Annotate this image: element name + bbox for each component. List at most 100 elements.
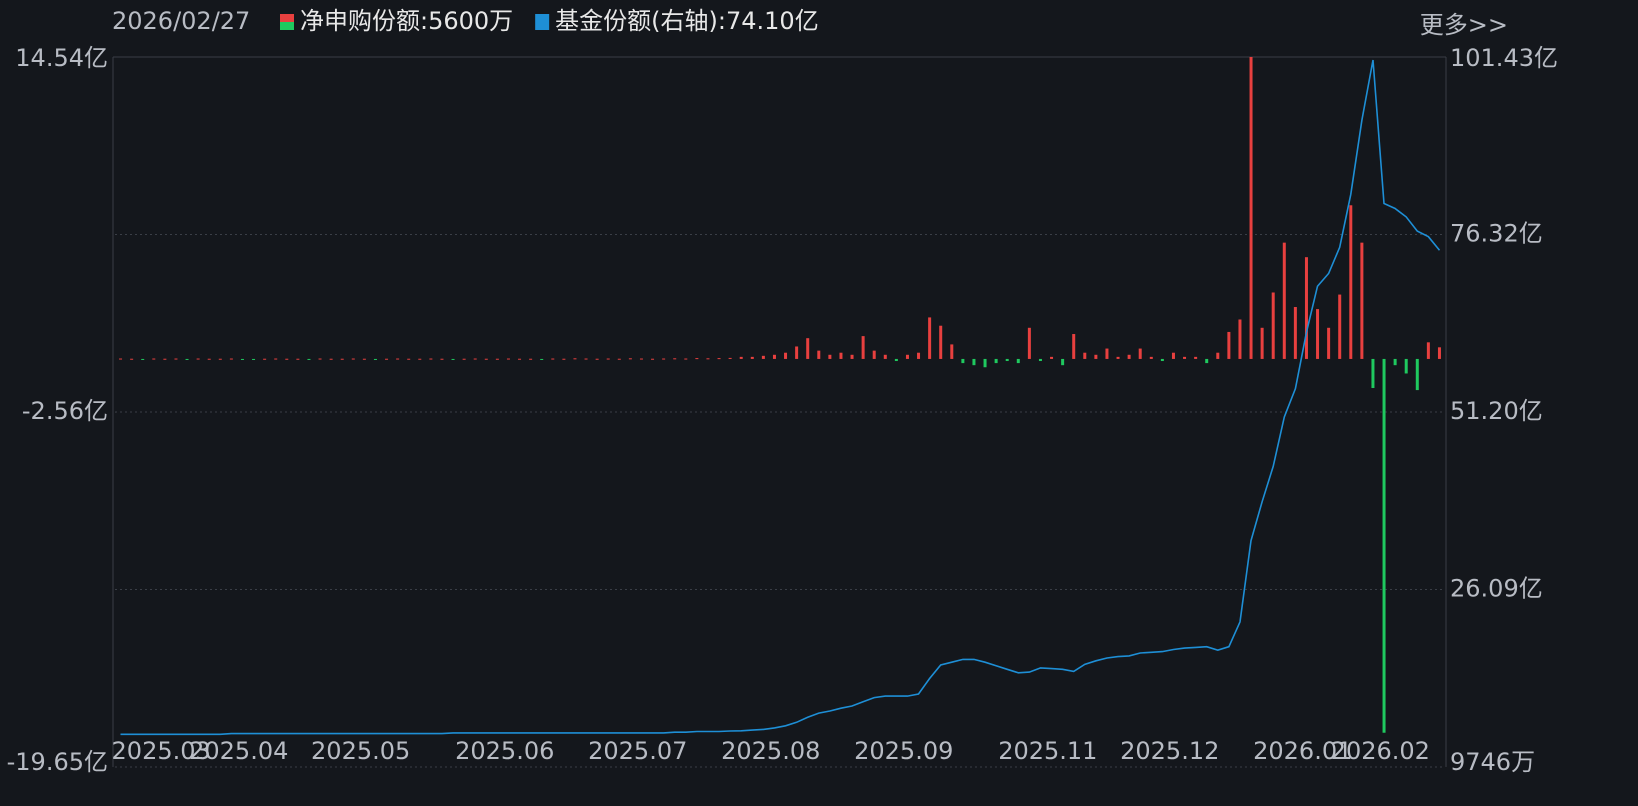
legend-swatch (280, 14, 294, 22)
net-bar (407, 358, 411, 360)
y2-tick-label: 9746万 (1450, 748, 1535, 776)
net-bar (1027, 327, 1031, 359)
x-tick-label: 2025.08 (721, 737, 820, 765)
net-bar (1382, 358, 1386, 733)
net-bar (584, 358, 588, 360)
net-bar (1327, 327, 1331, 359)
net-bar (429, 358, 433, 360)
net-bar (606, 358, 610, 360)
net-bar (1271, 292, 1275, 359)
net-bar (673, 358, 677, 360)
net-bar (861, 336, 865, 359)
net-bar (1016, 358, 1020, 364)
x-tick-label: 2026.01 (1253, 737, 1352, 765)
net-bar (385, 358, 389, 360)
y-tick-label: -19.65亿 (7, 748, 108, 776)
net-bar (529, 358, 533, 360)
net-bar (351, 358, 355, 360)
x-tick-label: 2026.02 (1331, 737, 1430, 765)
x-tick-label: 2025.06 (455, 737, 554, 765)
net-bar (1282, 242, 1286, 359)
net-bar (362, 358, 366, 360)
net-bar (628, 358, 632, 360)
net-bar (1149, 356, 1153, 359)
net-bar (1105, 348, 1109, 359)
net-bar (617, 358, 621, 360)
net-bar (196, 358, 200, 360)
x-tick-label: 2025.05 (311, 737, 410, 765)
net-bar (1083, 352, 1087, 359)
net-bar (1038, 358, 1042, 362)
net-bar (905, 354, 909, 359)
net-bar (540, 358, 544, 360)
net-bar (1005, 358, 1009, 362)
net-bar (950, 344, 954, 359)
legend-name: 基金份额(右轴) (555, 7, 718, 35)
net-bar (1061, 358, 1065, 366)
legend-swatch (535, 14, 550, 22)
net-bar (850, 354, 854, 359)
legend-name: 净申购份额 (300, 7, 420, 35)
net-bar (817, 350, 821, 359)
net-bar (373, 358, 377, 360)
net-bar (296, 358, 300, 360)
net-bar (1293, 307, 1297, 359)
net-bar (761, 355, 765, 359)
net-bar (917, 352, 921, 359)
net-bar (662, 358, 666, 360)
net-bar (839, 352, 843, 359)
net-bar (263, 358, 267, 360)
net-bar (240, 358, 244, 360)
net-bar (473, 358, 477, 360)
net-bar (218, 358, 222, 360)
net-bar (872, 350, 876, 359)
net-bar (1249, 57, 1253, 359)
net-bar (1227, 331, 1231, 359)
net-bar (595, 358, 599, 360)
net-bar (1404, 358, 1408, 374)
net-bar (639, 358, 643, 360)
date-label: 2026/02/27 (112, 7, 250, 35)
net-bar (1205, 358, 1209, 364)
net-bar (806, 338, 810, 359)
net-bar (1304, 257, 1308, 359)
net-bar (1216, 352, 1220, 359)
net-bar (307, 358, 311, 360)
net-bar (1415, 358, 1419, 391)
net-bar (883, 354, 887, 359)
net-bar (1050, 356, 1054, 359)
net-bar (1349, 205, 1353, 359)
net-bar (1072, 334, 1076, 359)
legend-swatch (535, 22, 550, 30)
x-tick-label: 2025.03 (112, 737, 211, 765)
net-bar (207, 358, 211, 360)
more-link[interactable]: 更多>> (1420, 11, 1508, 39)
net-bar (706, 358, 710, 360)
net-bar (495, 358, 499, 360)
y-tick-label: -2.56亿 (22, 397, 108, 425)
net-bar (484, 358, 488, 360)
net-bar (130, 358, 134, 360)
legend-value: :74.10亿 (718, 7, 819, 35)
net-bar (1194, 356, 1198, 359)
net-bar (994, 358, 998, 364)
net-bar (506, 358, 510, 360)
y-tick-label: 14.54亿 (15, 44, 108, 72)
net-bar (939, 325, 943, 359)
y2-tick-label: 101.43亿 (1450, 44, 1558, 72)
net-bar (340, 358, 344, 360)
net-bar (274, 358, 278, 360)
net-bar (1338, 294, 1342, 359)
net-bar (451, 358, 455, 360)
net-bar (418, 358, 422, 360)
net-bar (739, 356, 743, 359)
net-bar (1437, 347, 1441, 359)
net-bar (1171, 352, 1175, 359)
net-bar (894, 358, 898, 362)
x-tick-label: 2025.04 (189, 737, 288, 765)
net-bar (1238, 319, 1242, 359)
net-bar (784, 352, 788, 359)
x-tick-label: 2025.11 (998, 737, 1097, 765)
net-bar (285, 358, 289, 360)
